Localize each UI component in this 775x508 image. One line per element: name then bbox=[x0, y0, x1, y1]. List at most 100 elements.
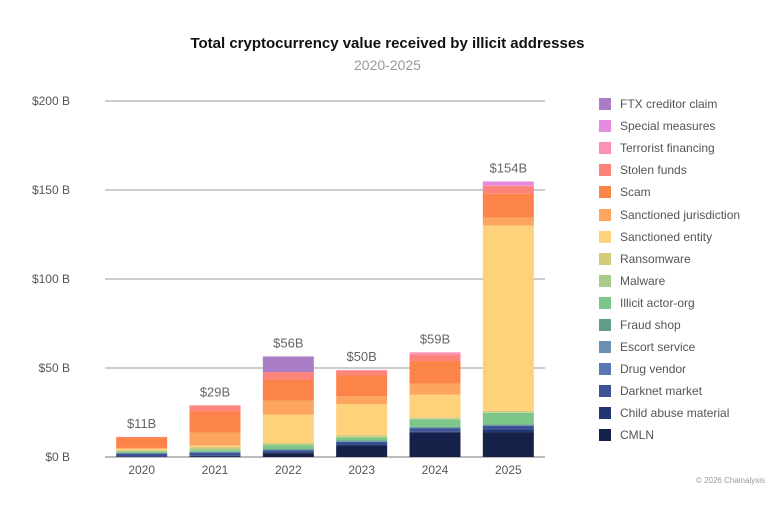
y-tick-label: $0 B bbox=[45, 450, 70, 464]
bar-segment bbox=[262, 448, 314, 450]
legend-item: Darknet market bbox=[599, 380, 740, 402]
legend-label: Scam bbox=[620, 185, 651, 200]
bar-segment bbox=[336, 370, 388, 371]
bar-segment bbox=[482, 181, 534, 186]
bar-total-label: $56B bbox=[273, 335, 303, 350]
bar-segment bbox=[262, 444, 314, 446]
bar-segment bbox=[262, 356, 314, 373]
legend-item: Ransomware bbox=[599, 248, 740, 270]
bar-segment bbox=[336, 370, 388, 376]
bar-segment bbox=[116, 436, 168, 438]
bar-segment bbox=[409, 417, 461, 419]
bar-segment bbox=[482, 193, 534, 218]
legend-item: Special measures bbox=[599, 115, 740, 137]
bar-segment bbox=[116, 452, 168, 454]
legend-label: Ransomware bbox=[620, 251, 691, 266]
bar-total-label: $11B bbox=[127, 416, 156, 431]
legend-label: CMLN bbox=[620, 428, 655, 443]
legend-label: Illicit actor-org bbox=[620, 295, 695, 310]
legend-swatch bbox=[599, 385, 611, 398]
legend-swatch bbox=[599, 296, 611, 309]
bar-segment bbox=[409, 432, 461, 457]
legend-label: Terrorist financing bbox=[620, 141, 715, 156]
bar-segment bbox=[409, 419, 461, 427]
bar-segment bbox=[482, 425, 534, 426]
legend-item: FTX creditor claim bbox=[599, 93, 740, 115]
bar-segment bbox=[482, 217, 534, 226]
bar-total-label: $59B bbox=[420, 331, 450, 346]
legend-item: Drug vendor bbox=[599, 358, 740, 380]
legend-item: Child abuse material bbox=[599, 402, 740, 424]
bar-segment bbox=[482, 429, 534, 433]
bar-segment bbox=[116, 450, 168, 453]
legend-label: Sanctioned entity bbox=[620, 229, 713, 244]
bar-total-label: $154B bbox=[490, 160, 528, 175]
legend-swatch bbox=[599, 208, 611, 221]
bar-segment bbox=[116, 452, 168, 453]
x-tick-label: 2022 bbox=[275, 463, 302, 477]
bar-segment bbox=[409, 428, 461, 432]
legend-swatch bbox=[599, 407, 611, 420]
legend-swatch bbox=[599, 164, 611, 177]
legend-swatch bbox=[599, 274, 611, 287]
bar-total-label: $29B bbox=[200, 384, 230, 399]
bar-segment bbox=[262, 453, 314, 457]
bar-segment bbox=[189, 447, 241, 449]
legend-swatch bbox=[599, 318, 611, 331]
bar-segment bbox=[336, 403, 388, 436]
bar-segment bbox=[262, 372, 314, 380]
bar-segment bbox=[262, 449, 314, 451]
bar-segment bbox=[336, 437, 388, 441]
bar-segment bbox=[336, 440, 388, 442]
legend-label: Stolen funds bbox=[620, 163, 687, 178]
bar-segment bbox=[336, 435, 388, 437]
bar-segment bbox=[262, 400, 314, 415]
legend-label: Escort service bbox=[620, 340, 696, 355]
bar-segment bbox=[116, 448, 168, 450]
bar-segment bbox=[116, 453, 168, 457]
legend-label: Sanctioned jurisdiction bbox=[620, 207, 741, 222]
legend-label: Drug vendor bbox=[620, 362, 687, 377]
y-tick-label: $200 B bbox=[32, 94, 70, 108]
legend-label: Darknet market bbox=[620, 384, 703, 399]
chart-title: Total cryptocurrency value received by i… bbox=[190, 35, 585, 52]
legend: FTX creditor claim Special measures Terror… bbox=[599, 93, 740, 447]
bar-segment bbox=[482, 186, 534, 194]
copyright-credit: © 2026 Chainalysis bbox=[695, 476, 765, 485]
legend-item: Stolen funds bbox=[599, 159, 740, 181]
bar-segment bbox=[409, 394, 461, 418]
legend-label: Fraud shop bbox=[620, 317, 681, 332]
bar-segment bbox=[336, 444, 388, 446]
bar-segment bbox=[262, 445, 314, 449]
bar-segment bbox=[409, 361, 461, 384]
y-tick-label: $150 B bbox=[32, 183, 70, 197]
bar-segment bbox=[262, 450, 314, 453]
bar-segment bbox=[409, 352, 461, 356]
y-tick-label: $50 B bbox=[39, 361, 70, 375]
legend-label: Special measures bbox=[620, 119, 716, 134]
bar-segment bbox=[189, 445, 241, 448]
legend-label: Malware bbox=[620, 273, 666, 288]
bar-segment bbox=[336, 396, 388, 404]
x-tick-label: 2020 bbox=[128, 463, 155, 477]
legend-item: Escort service bbox=[599, 336, 740, 358]
bar-segment bbox=[336, 375, 388, 397]
bar-segment bbox=[189, 456, 241, 457]
bar-segment bbox=[409, 383, 461, 395]
bar-segment bbox=[409, 431, 461, 433]
legend-item: Illicit actor-org bbox=[599, 292, 740, 314]
legend-item: Fraud shop bbox=[599, 314, 740, 336]
bar-segment bbox=[409, 427, 461, 428]
bar-segment bbox=[482, 225, 534, 411]
bar-total-label: $50B bbox=[346, 349, 376, 364]
legend-label: FTX creditor claim bbox=[620, 97, 718, 112]
x-tick-label: 2024 bbox=[422, 463, 449, 477]
legend-swatch bbox=[599, 120, 611, 133]
legend-swatch bbox=[599, 429, 611, 442]
bar-segment bbox=[482, 432, 534, 457]
legend-swatch bbox=[599, 252, 611, 265]
bar-segment bbox=[482, 425, 534, 430]
bar-segment bbox=[189, 451, 241, 453]
bar-segment bbox=[482, 424, 534, 426]
legend-swatch bbox=[599, 341, 611, 354]
